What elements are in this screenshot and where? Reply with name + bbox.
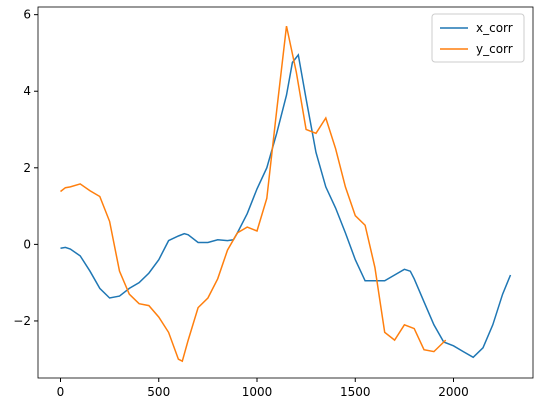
line: [60, 25, 447, 363]
y-tick-label: 6: [23, 8, 31, 22]
line: [60, 53, 512, 359]
legend-label: y_corr: [476, 42, 513, 56]
x-tick-label: 0: [57, 385, 65, 399]
y-tick-label: 4: [23, 84, 31, 98]
x-tick-label: 1000: [242, 385, 273, 399]
y-tick-label: −2: [13, 314, 31, 328]
y-tick-label: 0: [23, 237, 31, 251]
y-tick-label: 2: [23, 161, 31, 175]
x-tick-label: 500: [147, 385, 170, 399]
legend-box: [431, 13, 525, 63]
x-tick-label: 1500: [340, 385, 371, 399]
plot-frame: [37, 6, 534, 379]
x-tick-label: 2000: [438, 385, 469, 399]
legend-label: x_corr: [476, 21, 513, 35]
